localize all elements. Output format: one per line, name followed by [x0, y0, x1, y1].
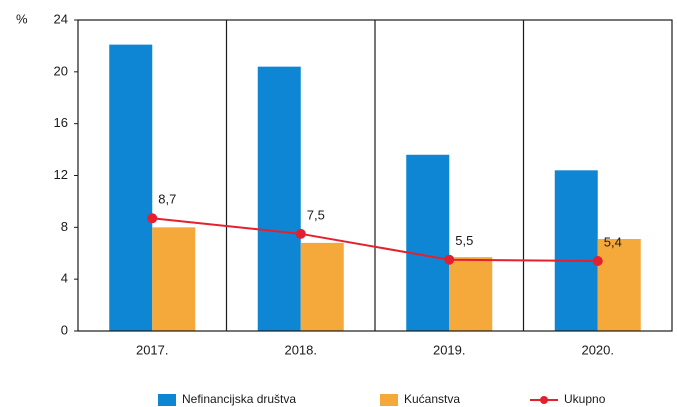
line [152, 217, 598, 263]
legend-label: Ukupno [564, 392, 606, 406]
data-label: 8,7 [158, 192, 176, 207]
x-tick-label: 2019. [433, 342, 466, 357]
line-marker [444, 254, 455, 265]
x-tick-label: 2017. [136, 342, 169, 357]
line-marker [592, 256, 603, 267]
legend-marker [540, 396, 548, 404]
line-marker [147, 213, 158, 224]
x-tick-label: 2018. [284, 342, 317, 357]
bar [152, 227, 196, 331]
legend-swatch [380, 394, 398, 406]
y-axis-label: % [16, 11, 28, 26]
y-tick-label: 16 [54, 115, 68, 130]
y-tick-label: 4 [61, 271, 68, 286]
bar [109, 44, 153, 331]
bar [554, 170, 598, 331]
bar [597, 238, 641, 331]
legend-swatch [158, 394, 176, 406]
bar [300, 242, 344, 331]
y-tick-label: 24 [54, 11, 68, 26]
y-tick-label: 0 [61, 322, 68, 337]
y-tick-label: 8 [61, 219, 68, 234]
bar [406, 154, 450, 331]
y-tick-label: 20 [54, 63, 68, 78]
x-tick-label: 2020. [581, 342, 614, 357]
y-tick-label: 12 [54, 167, 68, 182]
legend-label: Nefinancijska društva [182, 392, 296, 406]
bar [449, 257, 493, 331]
data-label: 7,5 [307, 207, 325, 222]
data-label: 5,4 [604, 234, 622, 249]
legend-label: Kućanstva [404, 392, 460, 406]
bar [257, 66, 301, 332]
line-marker [295, 228, 306, 239]
data-label: 5,5 [455, 233, 473, 248]
